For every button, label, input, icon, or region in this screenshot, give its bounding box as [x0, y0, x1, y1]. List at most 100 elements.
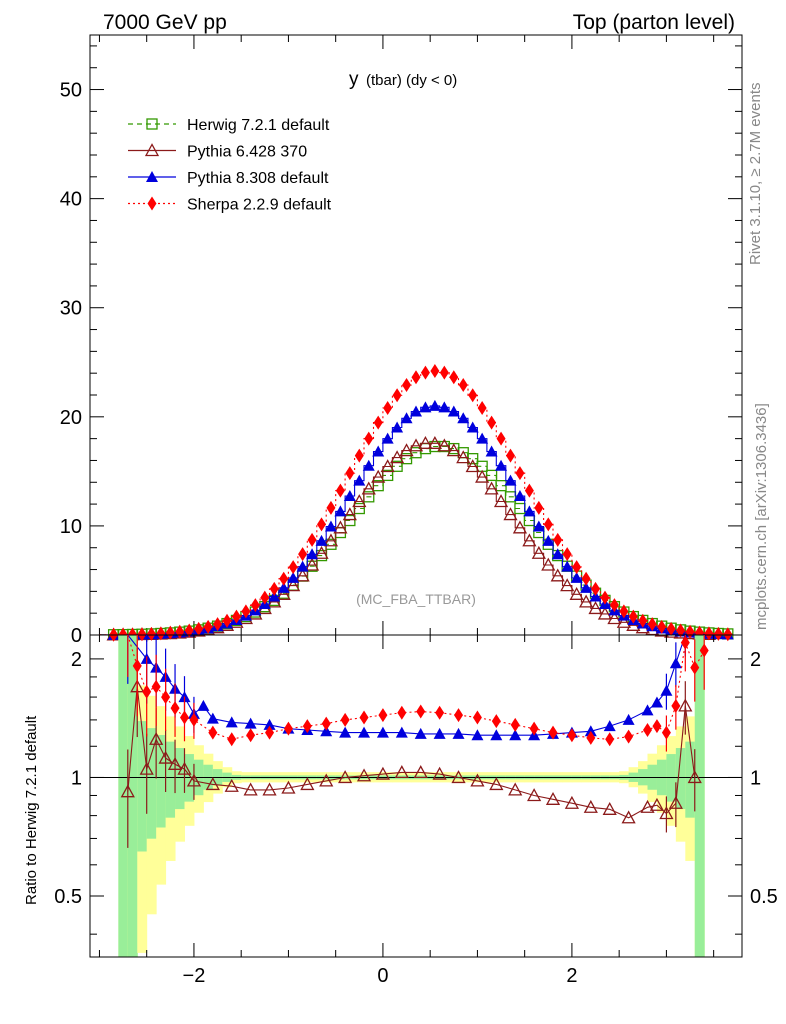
- plot-title-main: y: [349, 69, 359, 90]
- ratio-point: [397, 705, 407, 720]
- ratio-point: [302, 719, 312, 734]
- ratio-point: [583, 799, 598, 813]
- ratio-point: [545, 791, 561, 805]
- ratio-tick-label: 1: [750, 767, 761, 789]
- data-point: [342, 507, 357, 521]
- data-point: [666, 621, 676, 636]
- data-point: [343, 490, 356, 502]
- plot-title-sub: (tbar) (dy < 0): [366, 72, 457, 89]
- ratio-point: [413, 765, 428, 779]
- data-point: [250, 598, 260, 613]
- data-point: [418, 435, 433, 449]
- header-left: 7000 GeV pp: [103, 11, 227, 34]
- data-point: [269, 581, 279, 596]
- ratio-point: [680, 635, 690, 650]
- x-tick-labels: −2 0 2: [183, 965, 578, 987]
- ratio-point: [246, 728, 256, 743]
- data-point: [419, 401, 432, 413]
- data-point: [597, 606, 613, 620]
- data-point: [241, 604, 251, 619]
- data-point: [165, 625, 175, 640]
- band-green: [156, 734, 167, 828]
- data-point: [723, 627, 733, 642]
- data-point: [523, 505, 536, 517]
- ratio-point: [319, 773, 334, 787]
- mcplots-label: mcplots.cern.ch [arXiv:1306.3436]: [753, 403, 770, 630]
- ratio-point: [687, 770, 702, 784]
- data-point: [222, 613, 232, 628]
- ratio-ticks: 0.5 0.5 1 1 2 2: [54, 635, 778, 957]
- data-point: [372, 445, 385, 457]
- data-point: [628, 609, 638, 624]
- ratio-point: [510, 717, 520, 732]
- data-point: [553, 532, 563, 547]
- data-point: [400, 412, 413, 424]
- data-point: [288, 560, 298, 575]
- data-point: [581, 571, 591, 586]
- data-point: [184, 623, 194, 638]
- ratio-point: [432, 766, 447, 780]
- ratio-point: [527, 788, 542, 802]
- data-point: [381, 432, 394, 444]
- data-point: [600, 590, 610, 605]
- data-point: [399, 443, 414, 457]
- ratio-point: [669, 657, 682, 669]
- data-point: [391, 421, 404, 433]
- ratio-tick-label: 0.5: [750, 886, 778, 908]
- data-point: [380, 459, 395, 473]
- ratio-point: [205, 777, 220, 791]
- ratio-line: [127, 634, 705, 740]
- ratio-point: [471, 729, 484, 741]
- ratio-point: [263, 718, 276, 730]
- data-point: [439, 365, 449, 380]
- data-point: [580, 581, 593, 593]
- data-point: [326, 500, 336, 515]
- data-point: [522, 533, 537, 547]
- data-point: [324, 520, 337, 532]
- ratio-point: [668, 795, 683, 809]
- series-sherpa-2-2-9-default: [99, 364, 733, 642]
- ratio-point: [660, 684, 673, 696]
- series-line: [99, 370, 733, 636]
- data-point: [287, 571, 300, 583]
- data-point: [430, 364, 440, 378]
- ratio-point: [605, 732, 615, 747]
- data-point: [458, 377, 468, 392]
- data-point: [543, 517, 553, 532]
- data-point: [194, 621, 204, 636]
- data-point: [515, 466, 525, 481]
- data-point: [457, 412, 470, 424]
- ratio-point: [394, 765, 409, 779]
- data-point: [505, 448, 515, 463]
- data-point: [485, 445, 498, 457]
- ratio-point: [602, 801, 617, 815]
- ratio-point: [339, 726, 352, 738]
- data-point: [487, 415, 497, 430]
- ratio-point: [491, 714, 501, 729]
- data-point: [361, 481, 376, 495]
- ratio-point: [416, 704, 426, 719]
- ratio-point: [340, 712, 350, 727]
- ratio-point: [139, 761, 154, 775]
- data-point: [607, 611, 622, 625]
- data-point: [572, 560, 582, 575]
- ratio-point: [435, 705, 445, 720]
- data-point: [591, 581, 601, 596]
- legend-entry: Pythia 6.428 370: [128, 143, 307, 161]
- x-tick-label: −2: [183, 965, 206, 987]
- ratio-point: [177, 761, 192, 775]
- data-point: [307, 532, 317, 547]
- ratio-point: [320, 725, 333, 737]
- ratio-point: [225, 716, 238, 728]
- data-point: [334, 505, 347, 517]
- ratio-point: [564, 795, 580, 809]
- y-tick-label: 30: [60, 298, 82, 320]
- ratio-point: [641, 704, 654, 716]
- ratio-series-pythia6: [120, 647, 702, 848]
- ratio-point: [197, 699, 210, 711]
- data-point: [137, 627, 147, 642]
- data-point: [345, 466, 355, 481]
- data-point: [456, 450, 471, 464]
- ratio-point: [283, 721, 293, 736]
- y-tick-label: 50: [60, 80, 82, 102]
